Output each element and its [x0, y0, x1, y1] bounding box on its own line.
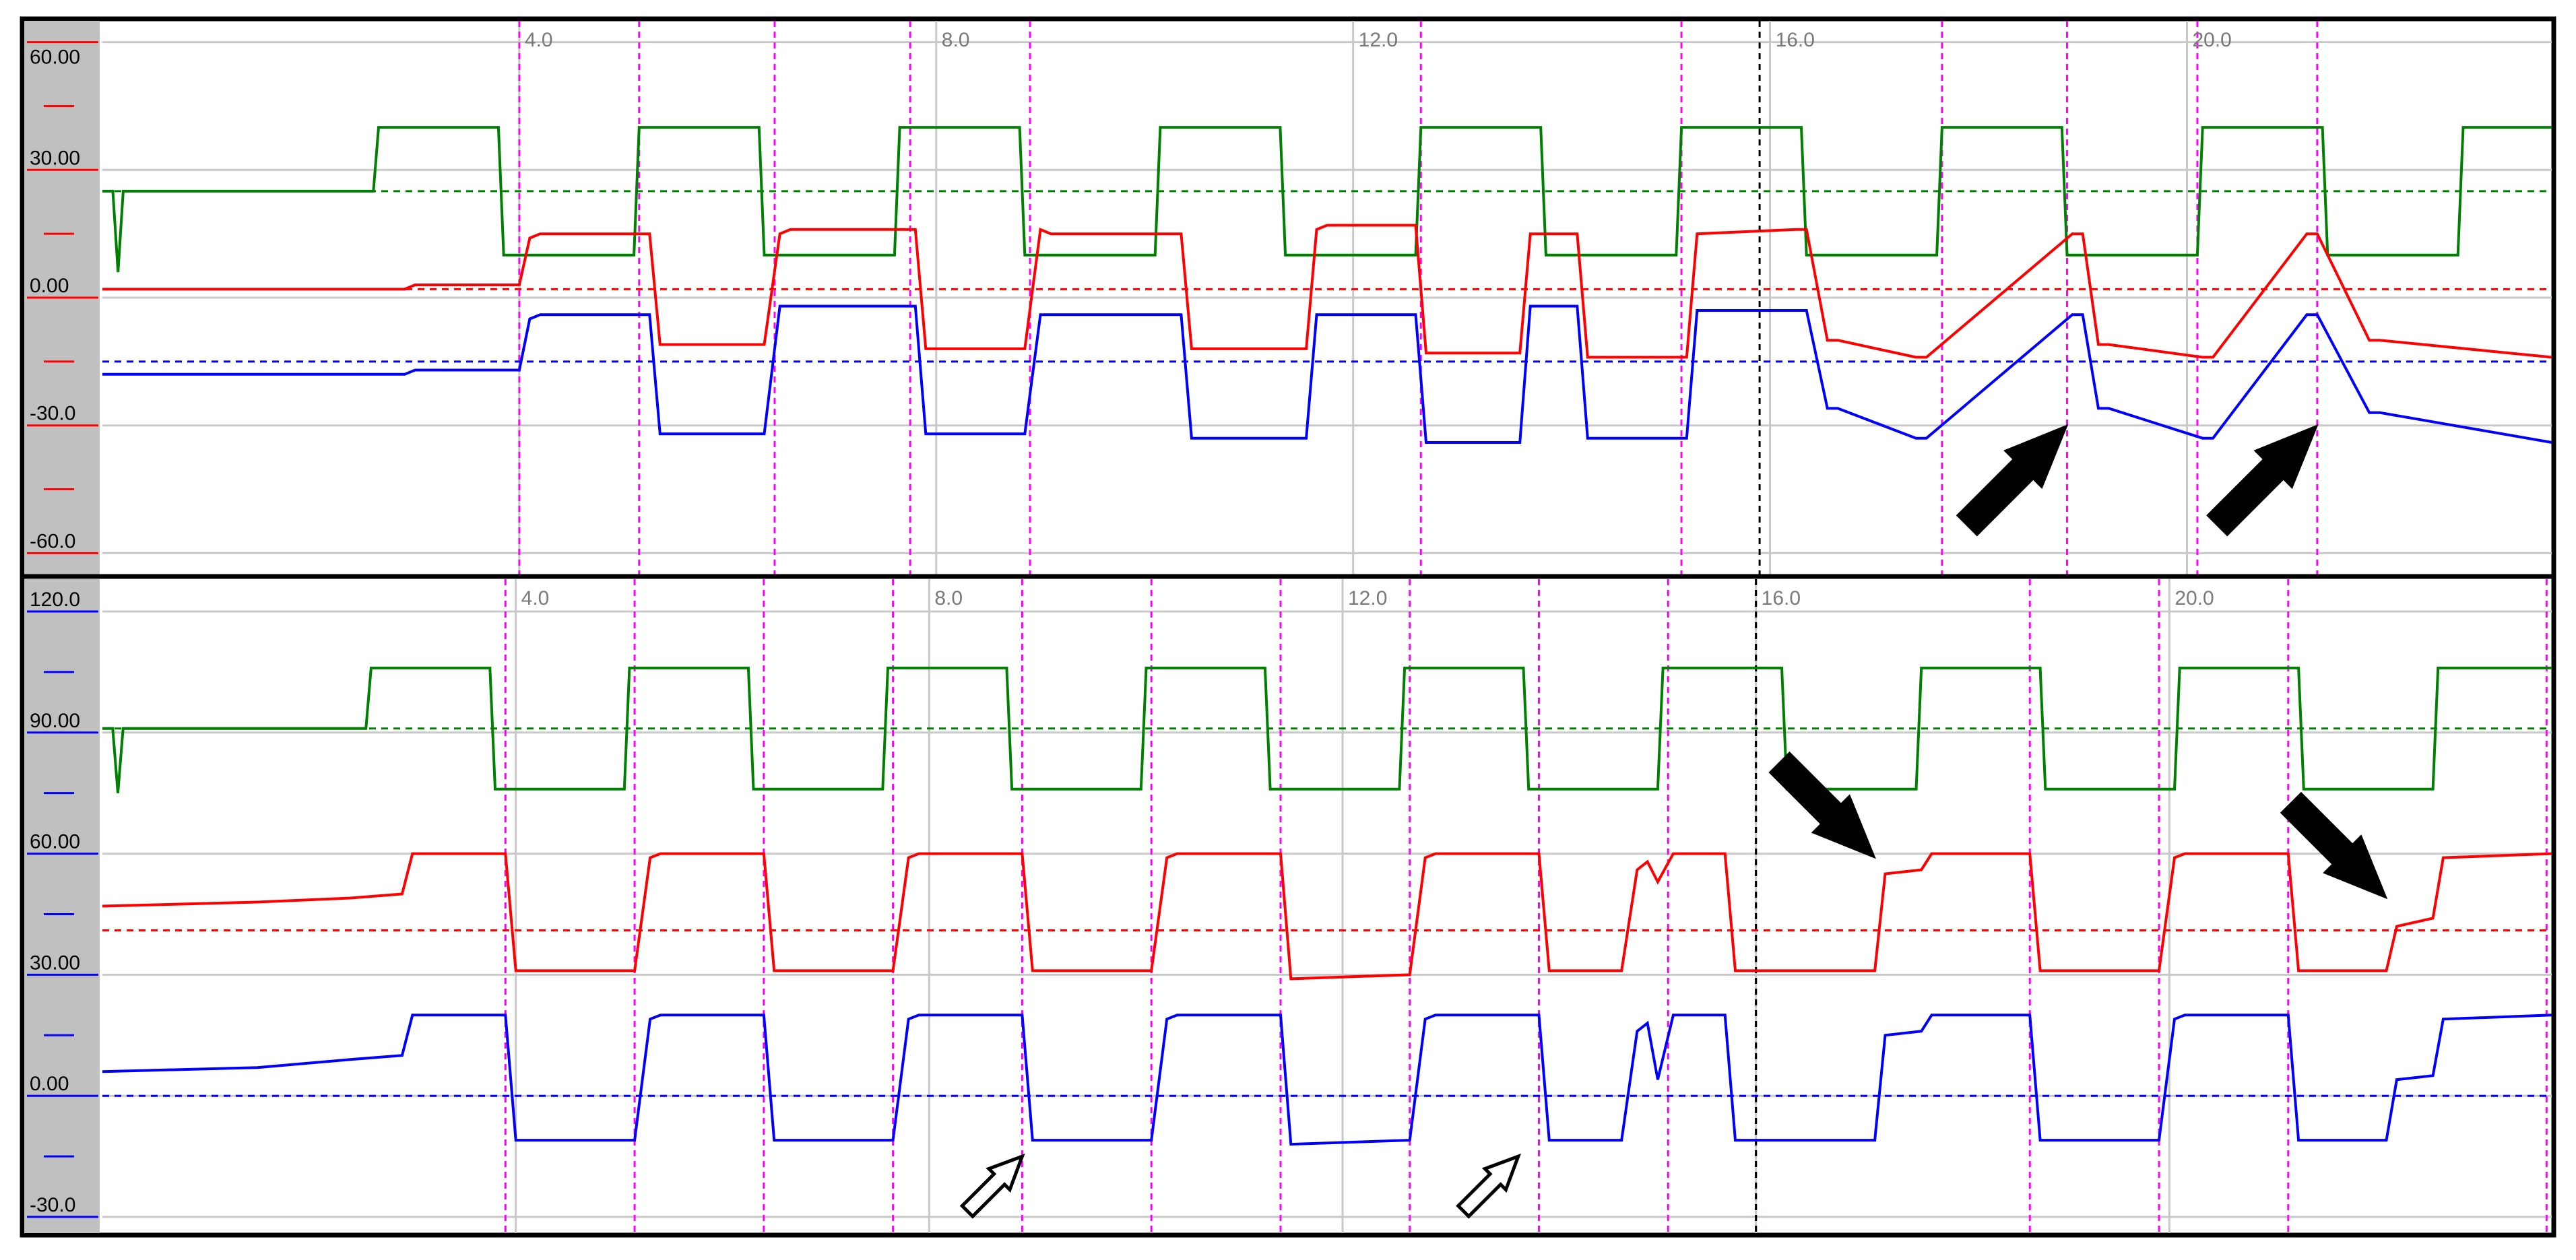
- lower-solid-arrow: [1768, 751, 1876, 859]
- lower-x-tick-label: 20.0: [2175, 587, 2214, 609]
- upper-series: [102, 126, 2552, 444]
- lower-annotations: [959, 751, 2388, 1219]
- upper-annotations: [1956, 424, 2319, 537]
- lower-panel-frame: [20, 574, 2556, 1238]
- upper-solid-arrow: [1956, 424, 2069, 537]
- lower-y-tick-label: -30.0: [30, 1194, 75, 1216]
- lower-x-ticks: 4.0 8.0 12.0 16.0 20.0: [521, 587, 2214, 609]
- lower-series-blue: [102, 1014, 2552, 1146]
- lower-y-tick-label: 60.00: [30, 831, 80, 853]
- lower-y-tick-label: 30.00: [30, 952, 80, 974]
- upper-y-tick-label: -30.0: [30, 403, 75, 425]
- lower-markers: [504, 579, 2548, 1233]
- upper-y-tick-label: 0.00: [30, 275, 69, 297]
- upper-y-tick-label: 60.00: [30, 46, 80, 69]
- lower-x-tick-label: 12.0: [1348, 587, 1387, 609]
- lower-outline-arrow: [959, 1153, 1025, 1219]
- lower-y-tick-label: 90.00: [30, 710, 80, 732]
- upper-x-tick-label: 4.0: [525, 29, 553, 51]
- lower-y-tick-label: 120.0: [30, 589, 80, 611]
- lower-x-tick-label: 16.0: [1762, 587, 1801, 609]
- lower-series-red: [102, 852, 2552, 981]
- upper-x-tick-label: 8.0: [942, 29, 970, 51]
- upper-solid-arrow: [2206, 424, 2319, 537]
- lower-x-tick-label: 8.0: [934, 587, 963, 609]
- upper-x-tick-label: 20.0: [2192, 29, 2231, 51]
- upper-series-blue: [102, 304, 2552, 444]
- lower-y-ticks: 120.0 90.00 60.00 30.00 0.00 -30.0: [30, 589, 80, 1216]
- lower-x-tick-label: 4.0: [521, 587, 550, 609]
- upper-y-tick-label: -60.0: [30, 530, 75, 552]
- lower-panel: 120.0 90.00 60.00 30.00 0.00 -30.0 4.0 8…: [20, 574, 2556, 1238]
- lower-y-gutter: [24, 579, 100, 1233]
- lower-reference-lines: [102, 727, 2552, 1097]
- lower-series: [102, 666, 2552, 1146]
- lower-series-green: [102, 666, 2552, 793]
- lower-y-tick-label: 0.00: [30, 1073, 69, 1095]
- upper-y-tick-label: 30.00: [30, 147, 80, 169]
- lower-solid-arrow: [2280, 791, 2388, 900]
- upper-panel: 60.00 30.00 0.00 -30.0 -60.0 4.0 8.0 12.…: [20, 16, 2556, 579]
- upper-markers: [518, 21, 2319, 574]
- lower-grid: [27, 579, 2552, 1233]
- upper-x-tick-label: 16.0: [1776, 29, 1815, 51]
- upper-series-green: [102, 126, 2552, 273]
- upper-x-ticks: 4.0 8.0 12.0 16.0 20.0: [525, 29, 2232, 51]
- upper-series-red: [102, 224, 2552, 359]
- upper-y-ticks: 60.00 30.00 0.00 -30.0 -60.0: [30, 46, 80, 553]
- upper-reference-lines: [102, 190, 2552, 363]
- lower-outline-arrow: [1456, 1153, 1522, 1219]
- upper-x-tick-label: 12.0: [1359, 29, 1398, 51]
